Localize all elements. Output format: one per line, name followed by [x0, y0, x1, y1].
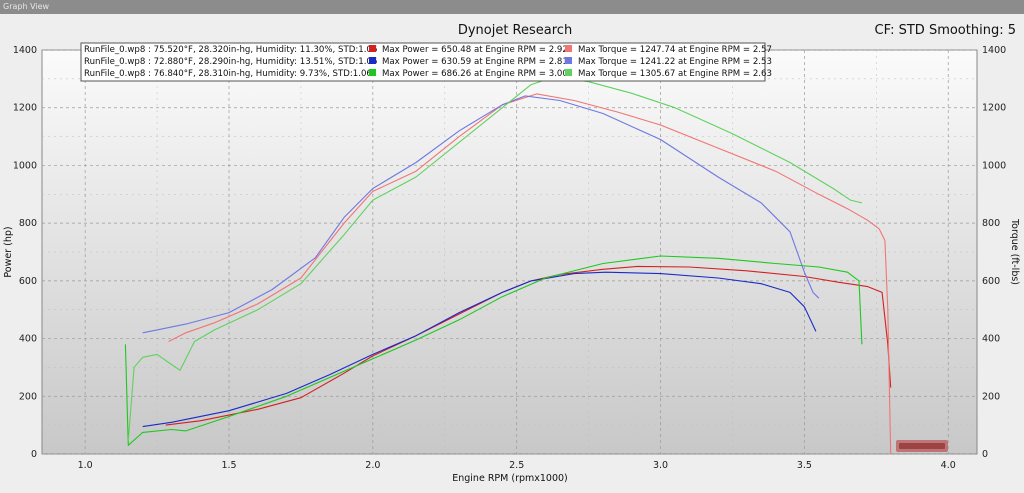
plot-area [41, 49, 978, 455]
y2-tick-label: 200 [982, 391, 1000, 402]
x-tick-label: 1.0 [78, 460, 93, 471]
left-y-axis: 0 200 400 600 800 1000 1200 1400 [13, 45, 37, 460]
x-tick-label: 3.5 [797, 460, 812, 471]
legend-power-summary: Max Power = 650.48 at Engine RPM = 2.92 [382, 45, 568, 55]
right-y-axis: 0 200 400 600 800 1000 1200 1400 [982, 45, 1006, 460]
y2-tick-label: 0 [982, 449, 988, 460]
torque-line-run1 [168, 93, 892, 455]
x-tick-label: 3.0 [653, 460, 668, 471]
legend-torque-summary: Max Torque = 1305.67 at Engine RPM = 2.6… [578, 69, 772, 79]
y-tick-label: 1200 [13, 103, 37, 114]
legend-run-label: RunFile_0.wp8 : 72.880°F, 28.290in-hg, H… [84, 57, 377, 67]
x-tick-label: 2.0 [365, 460, 380, 471]
y-tick-label: 600 [19, 276, 37, 287]
dyno-chart: Dynojet Research CF: STD Smoothing: 5 0 2… [0, 14, 1024, 493]
legend-torque-swatch [565, 57, 572, 64]
y2-tick-label: 800 [982, 218, 1000, 229]
y-tick-label: 0 [31, 449, 37, 460]
legend-torque-summary: Max Torque = 1247.74 at Engine RPM = 2.5… [578, 45, 772, 55]
window-titlebar: Graph View [0, 0, 1024, 14]
y-tick-label: 800 [19, 218, 37, 229]
legend: RunFile_0.wp8 : 75.520°F, 28.320in-hg, H… [80, 42, 772, 82]
legend-power-summary: Max Power = 630.59 at Engine RPM = 2.81 [382, 57, 568, 67]
left-axis-title: Power (hp) [3, 226, 14, 277]
legend-power-swatch [369, 45, 376, 52]
x-tick-label: 1.5 [221, 460, 236, 471]
legend-box [80, 42, 766, 82]
y2-tick-label: 400 [982, 334, 1000, 345]
torque-line-run3 [127, 76, 863, 442]
y2-tick-label: 600 [982, 276, 1000, 287]
y-tick-label: 200 [19, 391, 37, 402]
x-tick-label: 2.5 [509, 460, 524, 471]
watermark-logo [896, 440, 948, 452]
x-tick-label: 4.0 [941, 460, 956, 471]
window-title: Graph View [3, 2, 50, 11]
x-axis-title: Engine RPM (rpmx1000) [452, 473, 568, 484]
power-line-run3 [124, 255, 863, 446]
y-tick-label: 1400 [13, 45, 37, 56]
chart-title: Dynojet Research [458, 23, 572, 38]
torque-line-run2 [142, 95, 820, 334]
legend-torque-swatch [565, 45, 572, 52]
x-axis: 1.0 1.5 2.0 2.5 3.0 3.5 4.0 [78, 460, 956, 471]
legend-power-summary: Max Power = 686.26 at Engine RPM = 3.00 [382, 69, 568, 79]
y2-tick-label: 1000 [982, 160, 1006, 171]
right-axis-title: Torque (ft-lbs) [1009, 218, 1020, 285]
legend-power-swatch [369, 57, 376, 64]
legend-run-label: RunFile_0.wp8 : 75.520°F, 28.320in-hg, H… [84, 45, 377, 55]
y2-tick-label: 1400 [982, 45, 1006, 56]
series-layer [124, 76, 892, 455]
y-tick-label: 400 [19, 334, 37, 345]
chart-info: CF: STD Smoothing: 5 [875, 23, 1016, 38]
power-line-run2 [142, 271, 817, 428]
legend-run-label: RunFile_0.wp8 : 76.840°F, 28.310in-hg, H… [84, 69, 372, 79]
legend-torque-summary: Max Torque = 1241.22 at Engine RPM = 2.5… [578, 57, 772, 67]
y2-tick-label: 1200 [982, 103, 1006, 114]
legend-torque-swatch [565, 69, 572, 76]
legend-power-swatch [369, 69, 376, 76]
y-tick-label: 1000 [13, 160, 37, 171]
